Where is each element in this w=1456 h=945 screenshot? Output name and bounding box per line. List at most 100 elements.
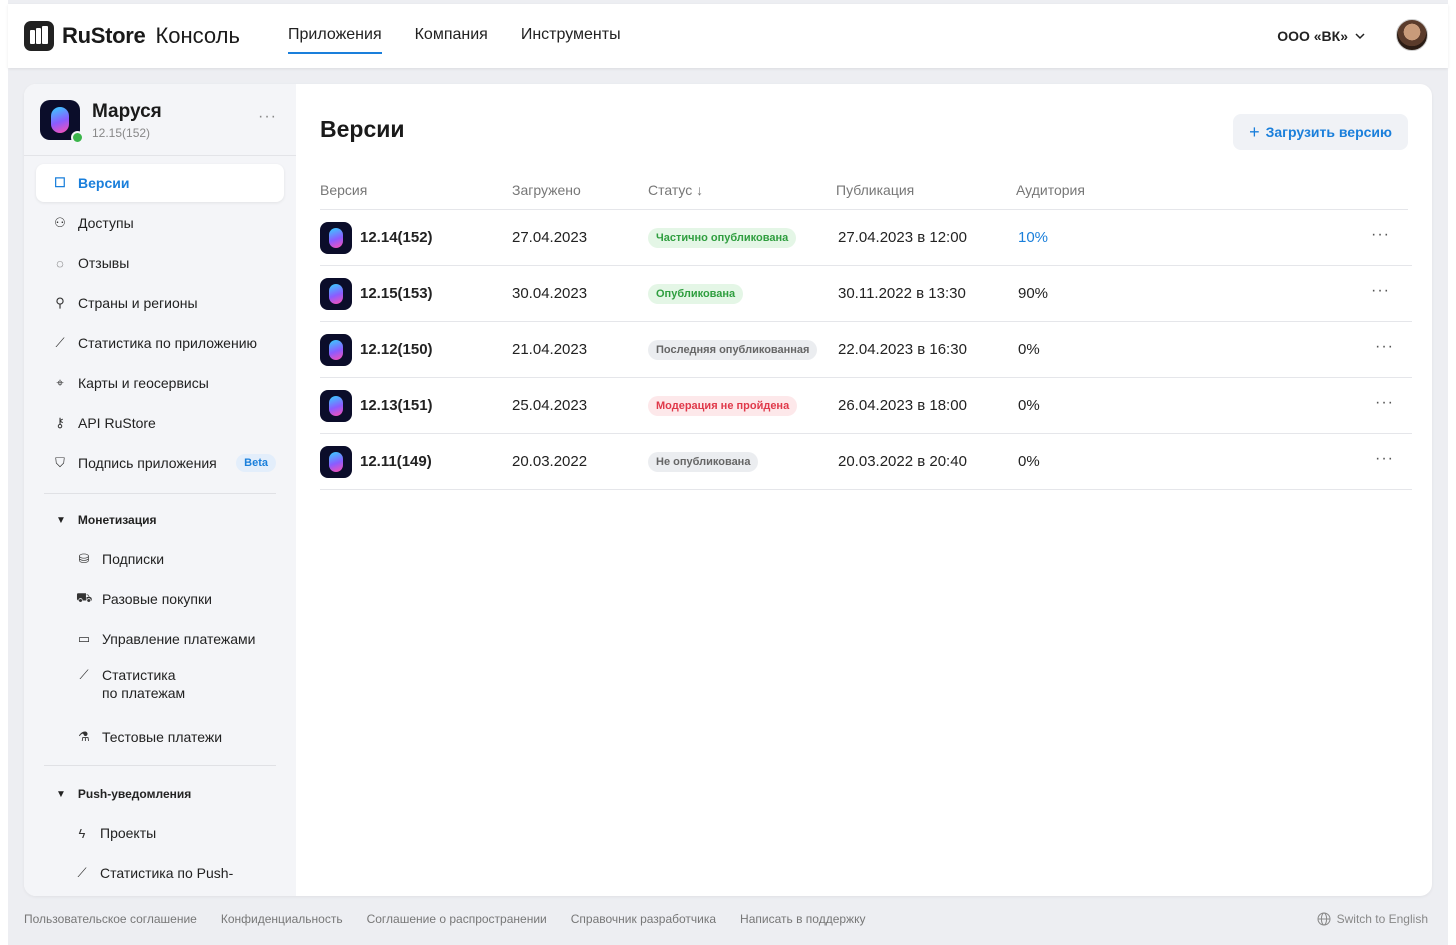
nav-company[interactable]: Компания <box>414 26 488 43</box>
switch-language-button[interactable]: Switch to English <box>1317 912 1428 926</box>
versions-content: Версии + Загрузить версию Версия Загруже… <box>296 84 1432 896</box>
status-badge: Не опубликована <box>648 452 759 472</box>
sidebar-item-signature[interactable]: ⛉ Подпись приложения Beta <box>36 444 284 482</box>
footer-link-support[interactable]: Написать в поддержку <box>740 912 866 926</box>
chart-icon: ⟋ <box>55 335 65 350</box>
table-header: Версия Загружено Статус ↓ Публикация Ауд… <box>320 182 1408 210</box>
sidebar-item-label: Разовые покупки <box>102 591 212 607</box>
monetization-group-toggle[interactable]: ▼ Монетизация <box>56 513 157 527</box>
table-row[interactable]: 12.13(151) 25.04.2023 Модерация не пройд… <box>320 378 1412 434</box>
app-version: 12.15(152) <box>92 126 151 140</box>
sidebar-item-test-payments[interactable]: ⚗ Тестовые платежи <box>60 718 284 756</box>
sidebar-item-app-stats[interactable]: ⟋ Статистика по приложению <box>36 324 284 362</box>
table-row[interactable]: 12.11(149) 20.03.2022 Не опубликована 20… <box>320 434 1412 490</box>
status-badge: Модерация не пройдена <box>648 396 798 416</box>
sidebar-item-label: Проекты <box>100 825 157 841</box>
row-published: 30.11.2022 в 13:30 <box>838 285 966 302</box>
beta-badge: Beta <box>236 454 276 472</box>
pin-icon: ⚲ <box>55 295 65 310</box>
sidebar-item-push-stats[interactable]: ⟋ Статистика по Push- <box>58 854 282 892</box>
triangle-down-icon: ▼ <box>56 788 66 800</box>
sidebar-item-payments[interactable]: ▭ Управление платежами <box>60 620 284 658</box>
versions-icon: ☐ <box>54 175 66 190</box>
row-version: 12.12(150) <box>360 341 433 358</box>
upload-version-label: Загрузить версию <box>1265 124 1392 140</box>
rustore-logo[interactable]: RuStore Консоль <box>24 21 240 51</box>
sidebar-item-label: Отзывы <box>78 255 130 271</box>
row-more-icon[interactable]: ··· <box>1375 338 1394 355</box>
flask-icon: ⚗ <box>78 729 90 744</box>
sidebar-item-label: Подпись приложения <box>78 455 217 471</box>
sidebar-item-label: API RuStore <box>78 415 156 431</box>
status-badge: Опубликована <box>648 284 744 304</box>
sidebar-item-reviews[interactable]: ◌ Отзывы <box>36 244 284 282</box>
switch-language-label: Switch to English <box>1336 912 1428 926</box>
monetization-title: Монетизация <box>77 513 157 527</box>
sidebar-divider <box>44 493 276 494</box>
push-group-toggle[interactable]: ▼ Push-уведомления <box>56 787 191 801</box>
upload-version-button[interactable]: + Загрузить версию <box>1233 114 1408 150</box>
sidebar-item-purchases[interactable]: ⛟ Разовые покупки <box>60 580 284 618</box>
app-status-dot <box>71 131 84 144</box>
sidebar-item-maps[interactable]: ⌖ Карты и геосервисы <box>36 364 284 402</box>
sidebar-item-subscriptions[interactable]: ⛁ Подписки <box>60 540 284 578</box>
row-audience: 0% <box>1018 341 1040 358</box>
app-name: Маруся <box>92 101 162 122</box>
column-audience[interactable]: Аудитория <box>1016 182 1085 198</box>
sidebar-item-payment-stats[interactable]: ⟋ Статистика по платежам <box>60 660 284 708</box>
nav-apps[interactable]: Приложения <box>288 26 382 54</box>
row-more-icon[interactable]: ··· <box>1371 226 1390 243</box>
app-icon <box>320 278 352 310</box>
sidebar-item-label: Версии <box>78 175 130 191</box>
sidebar-item-api[interactable]: ⚷ API RuStore <box>36 404 284 442</box>
column-version[interactable]: Версия <box>320 182 368 198</box>
row-version: 12.15(153) <box>360 285 433 302</box>
column-published[interactable]: Публикация <box>836 182 915 198</box>
nav-tools[interactable]: Инструменты <box>520 26 621 43</box>
app-more-icon[interactable]: ··· <box>258 108 277 125</box>
sidebar-item-label: Статистика по приложению <box>78 335 258 351</box>
key-icon: ⚷ <box>55 415 65 430</box>
status-badge: Частично опубликована <box>648 228 797 248</box>
row-published: 22.04.2023 в 16:30 <box>838 341 967 358</box>
sidebar-item-versions[interactable]: ☐ Версии <box>36 164 284 202</box>
lightning-icon: ϟ <box>78 825 86 841</box>
footer-link-privacy[interactable]: Конфиденциальность <box>220 912 343 926</box>
sidebar-item-label: Статистика по платежам <box>102 666 185 702</box>
cart-icon: ⛟ <box>76 590 93 605</box>
row-more-icon[interactable]: ··· <box>1371 282 1390 299</box>
label-line-1: Статистика <box>102 667 176 683</box>
app-icon <box>320 390 352 422</box>
column-uploaded[interactable]: Загружено <box>512 182 581 198</box>
sidebar-item-countries[interactable]: ⚲ Страны и регионы <box>36 284 284 322</box>
row-uploaded: 25.04.2023 <box>512 397 588 414</box>
table-row[interactable]: 12.12(150) 21.04.2023 Последняя опублико… <box>320 322 1412 378</box>
row-more-icon[interactable]: ··· <box>1375 394 1394 411</box>
user-avatar[interactable] <box>1396 19 1428 51</box>
sidebar-item-access[interactable]: ⚇ Доступы <box>36 204 284 242</box>
footer-link-dev-guide[interactable]: Справочник разработчика <box>570 912 717 926</box>
row-uploaded: 20.03.2022 <box>512 453 588 470</box>
sidebar-divider <box>44 765 276 766</box>
main-card: Маруся 12.15(152) ··· ☐ Версии ⚇ Доступы… <box>24 84 1432 896</box>
users-icon: ⚇ <box>54 215 66 230</box>
row-version: 12.13(151) <box>360 397 433 414</box>
org-switcher[interactable]: ООО «ВК» <box>1277 28 1366 44</box>
row-published: 20.03.2022 в 20:40 <box>838 453 967 470</box>
row-audience-link[interactable]: 10% <box>1018 229 1049 246</box>
sidebar-item-label: Доступы <box>78 215 134 231</box>
table-row[interactable]: 12.14(152) 27.04.2023 Частично опубликов… <box>320 210 1412 266</box>
push-title: Push-уведомления <box>77 787 192 801</box>
plus-icon: + <box>1249 121 1260 142</box>
sidebar-item-projects[interactable]: ϟ Проекты <box>58 814 282 852</box>
footer-link-distribution[interactable]: Соглашение о распространении <box>366 912 547 926</box>
triangle-down-icon: ▼ <box>56 514 66 526</box>
org-name: ООО «ВК» <box>1277 28 1348 44</box>
column-status[interactable]: Статус ↓ <box>648 182 704 198</box>
row-audience: 0% <box>1018 397 1040 414</box>
sidebar-item-label: Статистика по Push- <box>100 865 234 881</box>
row-more-icon[interactable]: ··· <box>1375 450 1394 467</box>
footer-link-terms[interactable]: Пользовательское соглашение <box>24 912 197 926</box>
table-row[interactable]: 12.15(153) 30.04.2023 Опубликована 30.11… <box>320 266 1412 322</box>
sidebar: Маруся 12.15(152) ··· ☐ Версии ⚇ Доступы… <box>24 84 296 896</box>
